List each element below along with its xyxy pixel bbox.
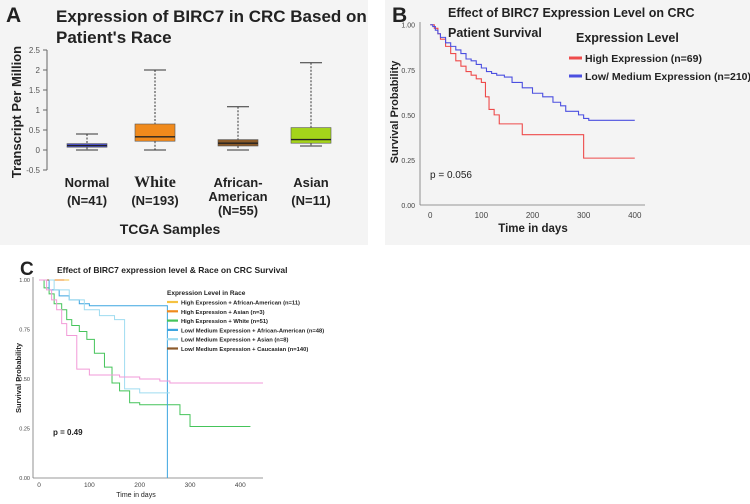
chart-a-axes: 2.5 2 1.5 1 0.5 0 -0.5: [26, 46, 48, 175]
chart-c-ytick-label: 0.25: [19, 427, 30, 433]
chart-a-ytick-label: 2.5: [29, 46, 41, 55]
chart-b-title-line2: Patient Survival: [448, 26, 542, 40]
chart-b-ytick-label: 0.75: [401, 68, 415, 75]
panel-c-letter: C: [20, 259, 34, 280]
chart-c-ytick-label: 0.50: [19, 377, 30, 383]
panel-b: B Effect of BIRC7 Expression Level on CR…: [385, 0, 750, 245]
category-label: (N=55): [218, 203, 258, 218]
chart-c-xtick-label: 0: [37, 482, 41, 489]
panel-a-background: [0, 0, 368, 245]
chart-a-ylabel: Transcript Per Million: [9, 46, 24, 178]
chart-a-title-line2: Patient's Race: [56, 28, 172, 47]
panel-c: C Effect of BIRC7 expression level & Rac…: [14, 258, 364, 499]
chart-b-xtick-label: 100: [475, 211, 489, 220]
chart-b-lines: [430, 24, 635, 159]
chart-a-title-line1: Expression of BIRC7 in CRC Based on: [56, 7, 367, 26]
chart-a-ytick-label: 0: [36, 146, 41, 155]
chart-a-ytick-label: 1.5: [29, 86, 41, 95]
chart-c-xtick-label: 200: [134, 482, 145, 489]
chart-a-category-labels: Normal (N=41) White (N=193) African-American…: [65, 174, 331, 218]
category-label: (N=11): [291, 193, 330, 208]
chart-b-xtick-label: 300: [577, 211, 591, 220]
category-label: (N=193): [131, 193, 178, 208]
category-label: African-: [213, 175, 262, 190]
chart-b-pvalue: p = 0.056: [430, 170, 472, 181]
box-1: [134, 123, 176, 142]
chart-a-ytick-label: -0.5: [26, 166, 40, 175]
chart-a-boxes: [66, 62, 332, 151]
legend-label-c-1: High Expression + Asian (n=3): [181, 310, 265, 316]
chart-c-lines: [39, 279, 263, 478]
legend-label-b-1: Low/ Medium Expression (n=210): [585, 71, 750, 83]
chart-b-xtick-label: 400: [628, 211, 642, 220]
chart-b-title-line1: Effect of BIRC7 Expression Level on CRC: [448, 6, 695, 20]
chart-c-legend: High Expression + African-American (n=11…: [167, 301, 324, 353]
survival-curve-b-1: [430, 24, 635, 121]
legend-label-c-3: Low/ Medium Expression + African-America…: [181, 328, 324, 334]
chart-c-xlabel: Time in days: [116, 492, 156, 499]
survival-curve-b-0: [430, 24, 635, 159]
category-label: Normal: [65, 175, 110, 190]
legend-label-c-4: Low/ Medium Expression + Asian (n=8): [181, 338, 288, 344]
chart-b-ytick-label: 0.00: [401, 203, 415, 210]
chart-b-xtick-label: 0: [428, 211, 433, 220]
chart-c-pvalue: p = 0.49: [53, 428, 83, 437]
chart-c-axes: 1.00 0.75 0.50 0.25 0.00 0 100 200 300 400: [19, 277, 263, 489]
chart-b-legend-title: Expression Level: [576, 31, 679, 45]
legend-label-c-2: High Expression + White (n=51): [181, 319, 268, 325]
chart-c-ytick-label: 0.75: [19, 328, 30, 334]
chart-a-xlabel: TCGA Samples: [120, 221, 221, 237]
chart-b-ylabel: Survival Probability: [389, 60, 401, 164]
chart-a-ytick-label: 0.5: [29, 126, 41, 135]
chart-a-ytick-label: 2: [36, 66, 41, 75]
category-label: Asian: [293, 175, 328, 190]
survival-curve-c-4: [39, 279, 170, 394]
chart-c-ytick-label: 1.00: [19, 278, 30, 284]
panel-c-background: [14, 258, 364, 499]
chart-b-ytick-label: 0.25: [401, 158, 415, 165]
chart-c-xtick-label: 100: [84, 482, 95, 489]
chart-c-legend-title: Expression Level in Race: [167, 290, 246, 297]
panel-a-letter: A: [6, 4, 21, 27]
panel-b-letter: B: [392, 4, 407, 27]
legend-label-c-0: High Expression + African-American (n=11…: [181, 301, 300, 307]
category-label: American: [208, 189, 267, 204]
survival-curve-c-2: [39, 279, 251, 428]
category-label: (N=41): [67, 193, 107, 208]
chart-c-xtick-label: 400: [235, 482, 246, 489]
chart-c-ylabel: Survival Probability: [14, 342, 23, 413]
legend-label-b-0: High Expression (n=69): [585, 53, 702, 65]
chart-b-ytick-label: 1.00: [401, 23, 415, 30]
chart-b-axes: 1.00 0.75 0.50 0.25 0.00 0 100 200 300 400: [401, 22, 645, 220]
chart-c-title: Effect of BIRC7 expression level & Race …: [57, 265, 288, 275]
panel-b-background: [385, 0, 750, 245]
chart-b-ytick-label: 0.50: [401, 113, 415, 120]
chart-b-xlabel: Time in days: [498, 223, 567, 235]
legend-label-c-5: Low/ Medium Expression + Caucasian (n=14…: [181, 347, 308, 353]
panel-a: A Expression of BIRC7 in CRC Based on Pa…: [0, 0, 368, 245]
chart-a-ytick-label: 1: [36, 106, 41, 115]
survival-curve-c-6: [39, 279, 263, 384]
box-3: [290, 127, 332, 144]
chart-b-legend: High Expression (n=69) Low/ Medium Expres…: [569, 53, 750, 83]
chart-c-xtick-label: 300: [185, 482, 196, 489]
chart-b-xtick-label: 200: [526, 211, 540, 220]
category-label: White: [134, 174, 176, 191]
chart-c-ytick-label: 0.00: [19, 476, 30, 482]
